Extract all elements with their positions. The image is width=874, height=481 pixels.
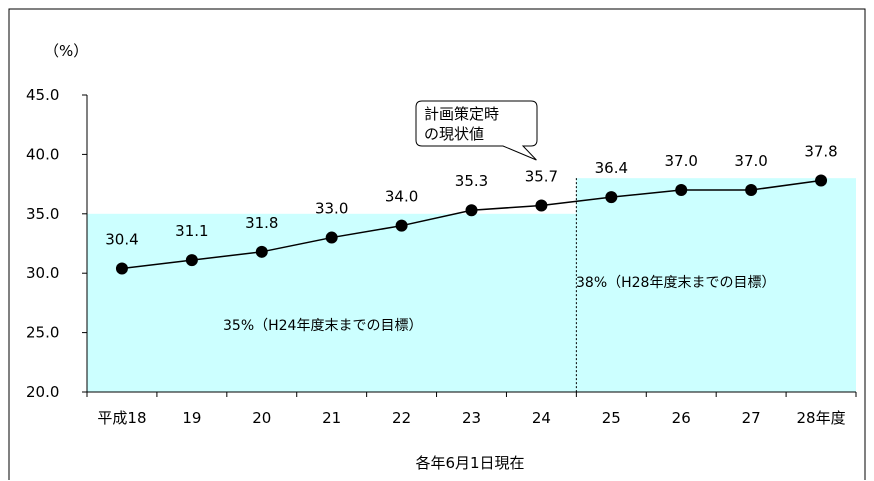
data-label: 37.8 [804, 143, 837, 161]
data-label: 34.0 [385, 188, 418, 206]
data-point [535, 199, 548, 212]
x-tick-label: 20 [252, 409, 271, 427]
x-axis-title: 各年6月1日現在 [415, 454, 524, 472]
data-point [815, 174, 828, 187]
data-point [675, 184, 688, 197]
data-point [605, 191, 618, 204]
data-point [185, 254, 198, 267]
x-tick-label: 26 [672, 409, 691, 427]
data-label: 35.3 [455, 172, 488, 190]
y-tick-label: 35.0 [26, 205, 59, 223]
data-label: 36.4 [595, 159, 628, 177]
y-tick-label: 30.0 [26, 264, 59, 282]
x-tick-label: 平成18 [97, 409, 146, 427]
data-point [325, 231, 338, 244]
chart-frame [8, 8, 866, 480]
data-label: 37.0 [665, 152, 698, 170]
x-tick-label: 25 [602, 409, 621, 427]
x-tick-label: 19 [182, 409, 201, 427]
data-point [255, 245, 268, 258]
x-tick-label: 27 [742, 409, 761, 427]
data-label: 35.7 [525, 167, 558, 185]
data-point [465, 204, 478, 217]
x-tick-label: 24 [532, 409, 551, 427]
target-label-1: 35%（H24年度末までの目標） [223, 318, 422, 334]
y-tick-label: 25.0 [26, 324, 59, 342]
x-tick-label: 23 [462, 409, 481, 427]
y-tick-label: 40.0 [26, 145, 59, 163]
y-tick-label: 45.0 [26, 86, 59, 104]
data-point [395, 219, 408, 232]
target-region-2 [576, 178, 856, 392]
data-label: 33.0 [315, 200, 348, 218]
target-label-2: 38%（H28年度末までの目標） [576, 275, 775, 291]
data-label: 30.4 [105, 230, 138, 248]
data-point [115, 262, 128, 275]
data-label: 37.0 [734, 152, 767, 170]
x-tick-label: 21 [322, 409, 341, 427]
y-unit-label: （%） [44, 42, 88, 60]
y-tick-label: 20.0 [26, 383, 59, 401]
callout-text-line: 計画策定時 [424, 105, 499, 123]
x-tick-label: 22 [392, 409, 411, 427]
callout-bubble [415, 100, 538, 161]
data-label: 31.1 [175, 222, 208, 240]
x-tick-label: 28年度 [796, 409, 845, 427]
data-point [745, 184, 758, 197]
callout-text-line: の現状値 [424, 125, 484, 143]
data-label: 31.8 [245, 214, 278, 232]
